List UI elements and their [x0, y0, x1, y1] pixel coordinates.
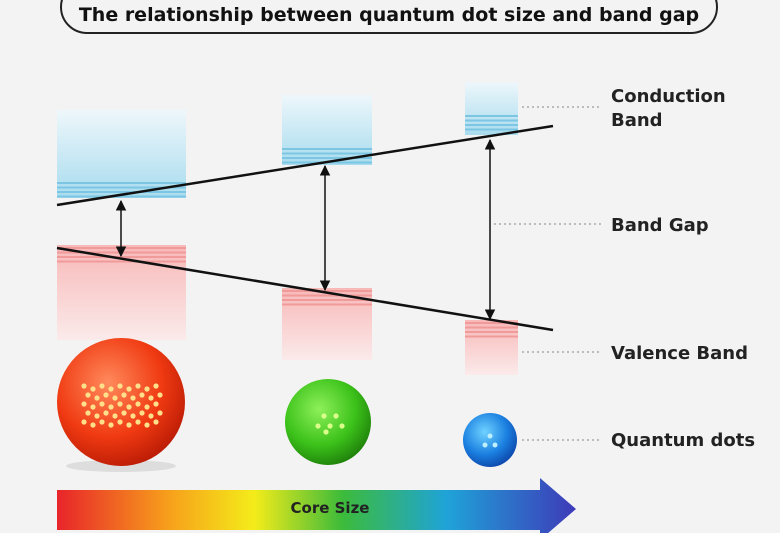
- level-stripe: [465, 322, 518, 324]
- atom: [153, 419, 159, 425]
- atom: [327, 423, 333, 429]
- level-stripe: [282, 303, 372, 306]
- atom: [135, 419, 141, 425]
- atom: [339, 423, 345, 429]
- atom: [157, 392, 163, 398]
- atom: [144, 422, 150, 428]
- atom: [112, 395, 118, 401]
- level-stripe: [465, 128, 518, 131]
- level-stripe: [282, 294, 372, 297]
- leader-lines: [494, 106, 602, 441]
- atom: [117, 383, 123, 389]
- atom: [121, 392, 127, 398]
- atom: [139, 410, 145, 416]
- level-stripe: [57, 195, 186, 198]
- atom: [157, 410, 163, 416]
- quantum-dots-label: Quantum dots: [611, 430, 756, 451]
- atom: [487, 433, 493, 439]
- atom: [130, 413, 136, 419]
- level-stripe: [57, 260, 186, 263]
- level-stripe: [282, 148, 372, 150]
- atom: [108, 422, 114, 428]
- level-stripe: [465, 115, 518, 117]
- atom: [121, 410, 127, 416]
- atom: [94, 395, 100, 401]
- band-gap-label: Band Gap: [611, 215, 709, 236]
- atom: [112, 413, 118, 419]
- atom: [130, 395, 136, 401]
- quantum-dot-small: [463, 413, 517, 467]
- atom: [81, 419, 87, 425]
- atom: [139, 392, 145, 398]
- atom: [117, 419, 123, 425]
- conduction-block: [57, 110, 186, 198]
- atom: [492, 442, 498, 448]
- quantum-dot-medium: [285, 379, 371, 465]
- atom: [126, 422, 132, 428]
- valence-edge: [56, 246, 554, 332]
- atom: [99, 401, 105, 407]
- atom: [81, 383, 87, 389]
- title: The relationship between quantum dot siz…: [60, 0, 718, 34]
- atom: [103, 410, 109, 416]
- core-size-label: Core Size: [290, 499, 370, 517]
- atom: [108, 404, 114, 410]
- atom: [135, 383, 141, 389]
- atom: [333, 413, 339, 419]
- atom: [144, 386, 150, 392]
- atom: [90, 404, 96, 410]
- level-stripe: [282, 299, 372, 301]
- atom: [323, 429, 329, 435]
- atom: [148, 413, 154, 419]
- atom: [315, 423, 321, 429]
- atom: [144, 404, 150, 410]
- atom: [90, 386, 96, 392]
- atom: [126, 386, 132, 392]
- level-stripe: [465, 326, 518, 329]
- atom: [99, 419, 105, 425]
- level-stripe: [465, 335, 518, 338]
- level-stripe: [465, 124, 518, 126]
- conduction-edge: [56, 124, 554, 207]
- level-stripe: [57, 182, 186, 184]
- level-stripe: [465, 119, 518, 122]
- atom: [94, 413, 100, 419]
- level-stripe: [57, 191, 186, 193]
- atom: [321, 413, 327, 419]
- level-stripe: [57, 186, 186, 189]
- atom: [135, 401, 141, 407]
- atom: [482, 442, 488, 448]
- atom: [148, 395, 154, 401]
- conduction-label: Conduction Band: [611, 86, 726, 131]
- size-arrow: [57, 478, 576, 533]
- level-stripe: [465, 331, 518, 333]
- valence-block: [465, 320, 518, 375]
- atom: [103, 392, 109, 398]
- atom: [108, 386, 114, 392]
- atom: [85, 410, 91, 416]
- atom: [153, 383, 159, 389]
- atom: [126, 404, 132, 410]
- atom: [99, 383, 105, 389]
- conduction-block: [465, 82, 518, 135]
- atom: [153, 401, 159, 407]
- level-stripe: [282, 152, 372, 155]
- atom: [117, 401, 123, 407]
- atoms: [81, 383, 498, 448]
- atom: [90, 422, 96, 428]
- atom: [81, 401, 87, 407]
- atom: [85, 392, 91, 398]
- level-stripe: [282, 157, 372, 159]
- valence-label: Valence Band: [611, 343, 748, 364]
